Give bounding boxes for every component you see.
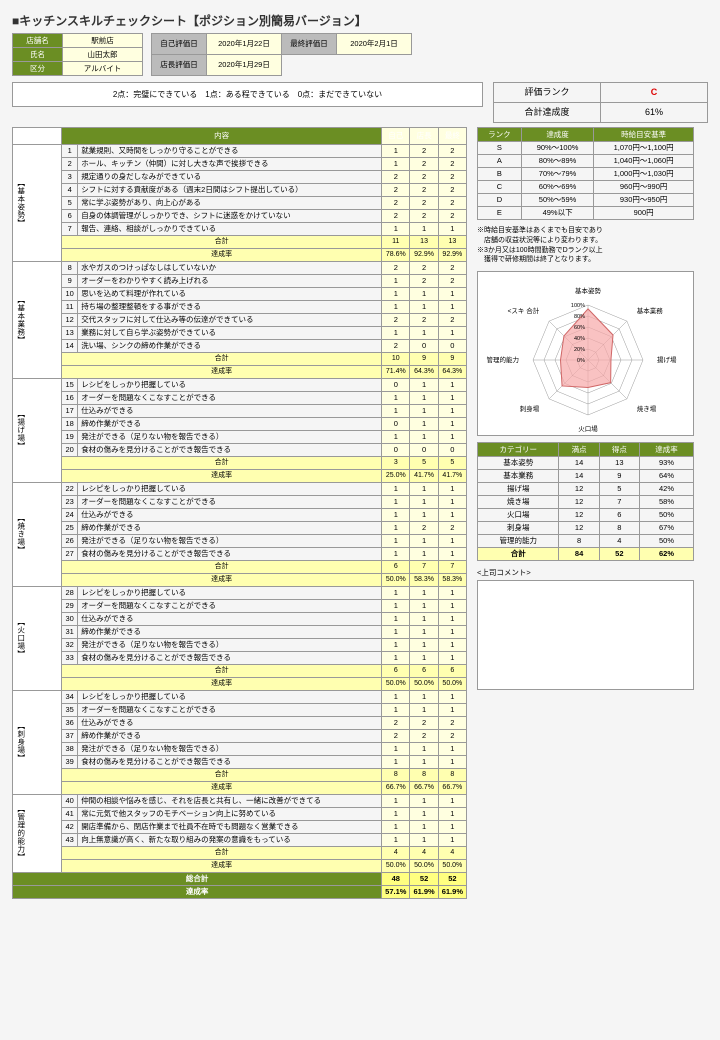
svg-text:<スキ 合計: <スキ 合計	[508, 306, 540, 315]
radar-chart: 基本姿勢基本業務揚げ場焼き場火口場 刺身場 管理的能力 <スキ 合計 100% 80% 60…	[477, 271, 694, 436]
svg-text:0%: 0%	[577, 358, 585, 364]
svg-text:揚げ場: 揚げ場	[657, 355, 677, 364]
rank-note: ※時給目安基準はあくまでも目安であり 店舗の収益状況等により変わります。※3か月…	[477, 226, 694, 265]
comment-label: <上司コメント>	[477, 567, 694, 578]
svg-text:管理的能力: 管理的能力	[487, 355, 520, 364]
svg-text:60%: 60%	[574, 325, 585, 331]
page-title: ■キッチンスキルチェックシート【ポジション別簡易バージョン】	[12, 12, 708, 29]
info-dates: 自己評価日2020年1月22日 最終評価日2020年2月1日 店長評価日2020…	[151, 33, 412, 76]
svg-text:基本業務: 基本業務	[637, 306, 664, 315]
svg-text:刺身場: 刺身場	[520, 404, 540, 413]
summary-table: カテゴリー満点得点達成率基本姿勢141393%基本業務14964%揚げ場1254…	[477, 442, 694, 561]
rank-summary: 評価ランクC 合計達成度61%	[493, 82, 708, 123]
svg-text:焼き場: 焼き場	[637, 404, 657, 413]
svg-text:火口場: 火口場	[578, 424, 598, 433]
rank-table: ランク達成度時給目安基準S90%～100%1,070円～1,100円A80%～8…	[477, 127, 694, 220]
skill-table: カテゴリー 内容 自己 店長 最終 【基本姿勢】1就業規則、又時間をしっかり守る…	[12, 127, 467, 899]
comment-box	[477, 580, 694, 690]
legend: 2点：完璧にできている 1点：ある程できている 0点：まだできていない	[12, 82, 483, 107]
svg-text:80%: 80%	[574, 314, 585, 320]
svg-text:基本姿勢: 基本姿勢	[575, 286, 602, 295]
info-left: 店舗名駅前店 氏名山田太郎 区分アルバイト	[12, 33, 143, 76]
svg-text:20%: 20%	[574, 347, 585, 353]
svg-text:100%: 100%	[571, 303, 585, 309]
svg-text:40%: 40%	[574, 336, 585, 342]
